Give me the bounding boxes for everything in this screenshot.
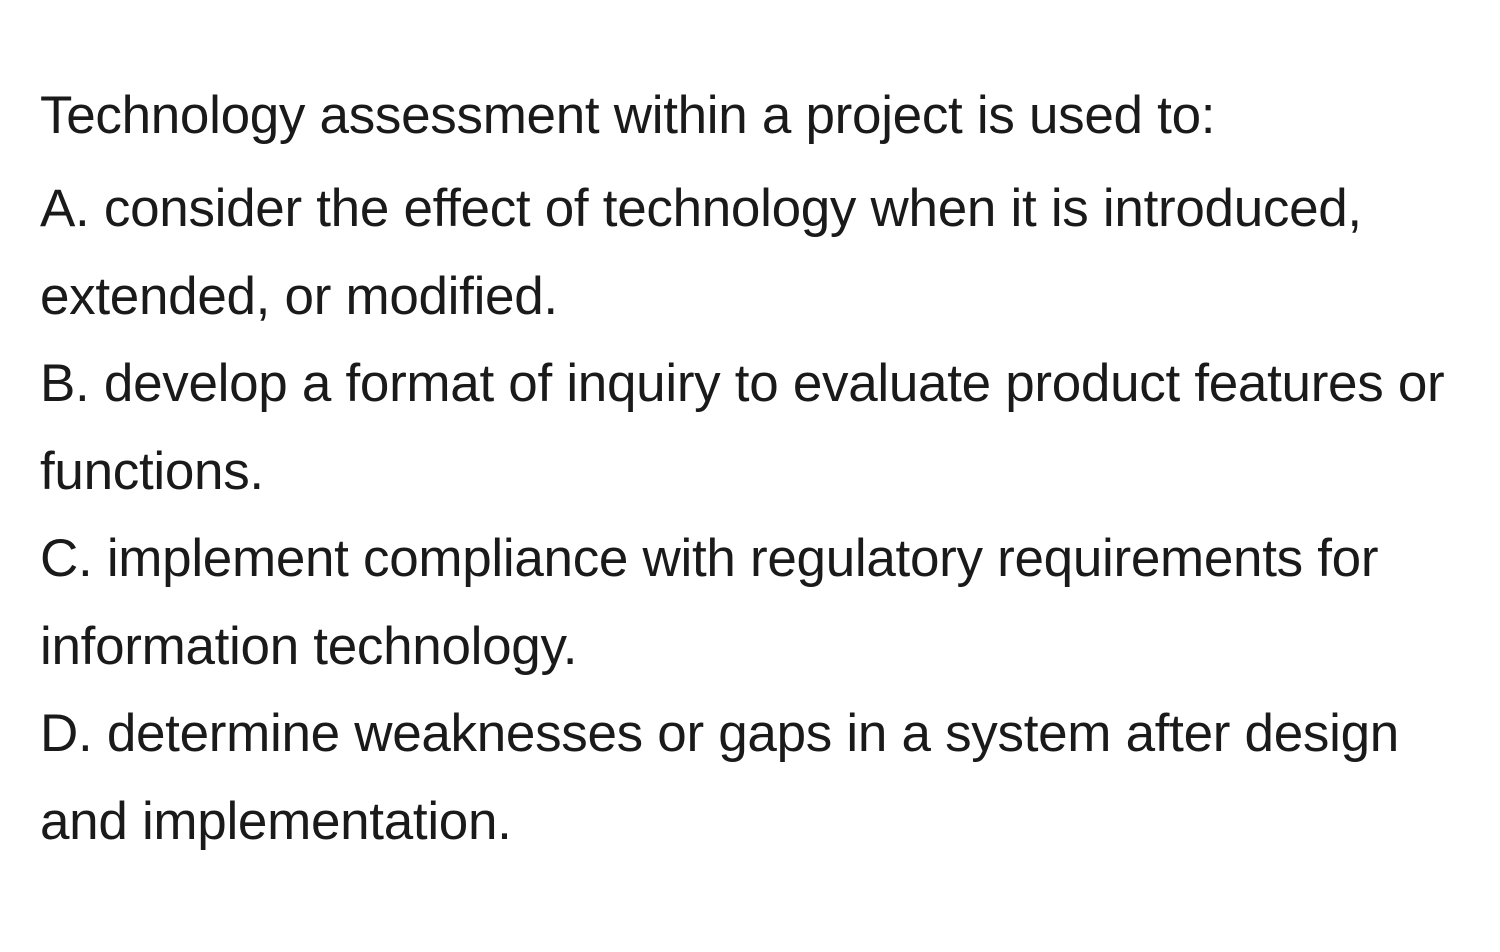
question-container: Technology assessment within a project i… xyxy=(0,0,1500,905)
option-d: D. determine weaknesses or gaps in a sys… xyxy=(40,690,1460,865)
option-c: C. implement compliance with regulatory … xyxy=(40,515,1460,690)
option-a: A. consider the effect of technology whe… xyxy=(40,165,1460,340)
option-b: B. develop a format of inquiry to evalua… xyxy=(40,340,1460,515)
question-stem: Technology assessment within a project i… xyxy=(40,72,1460,159)
